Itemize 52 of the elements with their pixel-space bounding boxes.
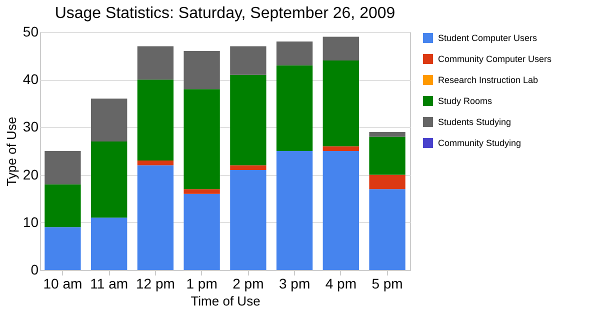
bar [184, 194, 220, 270]
bar [137, 46, 174, 80]
bar [91, 218, 128, 270]
bar [276, 65, 313, 151]
bar [369, 189, 406, 270]
bar [322, 36, 359, 61]
legend-label: Study Rooms [438, 96, 493, 106]
y-tick-label: 10 [22, 214, 39, 230]
x-axis-title: Time of Use [190, 294, 260, 308]
bar [91, 98, 128, 142]
bar [184, 189, 220, 194]
x-tick-label: 2 pm [232, 276, 264, 292]
legend-label: Students Studying [438, 117, 512, 127]
bar [44, 184, 81, 228]
x-tick-label: 3 pm [278, 276, 310, 292]
bar [369, 136, 406, 175]
y-tick-label: 20 [22, 166, 39, 182]
bar [276, 42, 313, 66]
bar [184, 51, 220, 90]
bar [44, 227, 81, 270]
x-tick-label: 5 pm [372, 276, 403, 292]
x-tick-label: 10 am [43, 276, 82, 292]
legend-label: Community Studying [438, 138, 522, 148]
bar [44, 151, 81, 184]
legend-label: Research Instruction Lab [438, 75, 538, 85]
x-tick-label: 12 pm [136, 276, 175, 292]
bar [322, 146, 359, 151]
x-tick-label: 1 pm [186, 276, 218, 292]
y-tick-label: 30 [22, 118, 39, 135]
bar [369, 174, 406, 190]
bar [322, 151, 359, 270]
bar [276, 151, 313, 270]
bar [369, 132, 406, 137]
y-axis-title: Type of Use [4, 116, 19, 186]
bar [184, 89, 220, 190]
bar [137, 80, 174, 161]
bar [137, 165, 174, 270]
legend-label: Student Computer Users [438, 33, 538, 43]
legend-label: Community Computer Users [438, 54, 552, 64]
bar [230, 170, 266, 270]
bar [322, 60, 359, 146]
chart-title: Usage Statistics: Saturday, September 26, 2009 [54, 5, 396, 22]
bar [230, 74, 266, 166]
bar [137, 160, 174, 166]
bar [230, 165, 266, 170]
y-tick-label: 0 [30, 262, 39, 278]
y-tick-label: 40 [22, 71, 39, 88]
x-tick-label: 11 am [90, 276, 128, 292]
x-tick-label: 4 pm [325, 276, 356, 292]
bar [230, 46, 266, 75]
bar [91, 141, 128, 218]
y-tick-label: 50 [22, 24, 39, 40]
